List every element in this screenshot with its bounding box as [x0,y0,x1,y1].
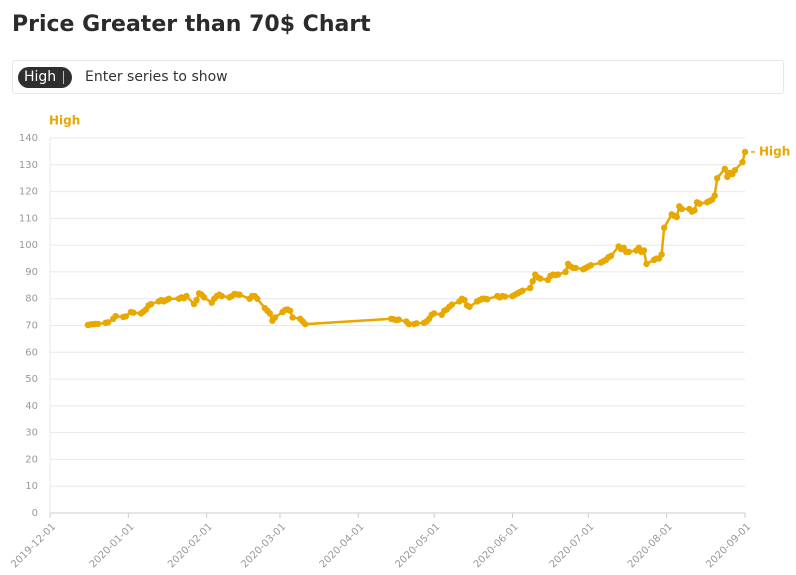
y-tick-label: 0 [32,508,38,519]
point [537,275,544,282]
y-tick-label: 60 [25,347,38,358]
point [413,320,420,327]
y-tick-label: 100 [19,240,38,251]
point [147,300,155,308]
y-tick-label: 140 [19,133,38,144]
point [711,192,718,199]
y-tick-label: 30 [25,428,38,439]
point [625,248,632,256]
point [587,262,595,269]
y-tick-label: 10 [25,481,38,492]
point [302,320,309,328]
point [104,319,112,326]
point [554,271,562,278]
point [165,295,172,302]
point [501,293,509,300]
point [731,166,739,174]
legend-label: High [759,144,790,158]
x-tick-label: 2020-08-01 [626,521,675,570]
point [94,320,102,328]
series-filter[interactable]: High Enter series to show [12,60,784,94]
point [236,291,243,298]
series-chip[interactable]: High [18,67,73,88]
y-tick-label: 80 [25,294,38,305]
point [266,310,274,317]
x-tick-label: 2020-06-01 [472,521,521,570]
point [691,207,698,214]
x-tick-label: 2020-09-01 [704,521,753,570]
point [405,320,413,328]
point [122,313,130,320]
point [193,296,200,304]
y-tick-label: 20 [25,454,38,465]
point [741,148,749,156]
point [484,296,491,303]
x-tick-label: 2020-03-01 [239,521,288,570]
point [696,200,703,207]
point [673,213,680,221]
point [271,314,279,321]
y-axis-label: High [49,114,80,128]
point [254,295,261,302]
x-tick-label: 2020-07-01 [548,521,597,570]
point [640,247,648,254]
point [395,316,402,323]
point [130,309,137,316]
x-tick-label: 2020-02-01 [166,521,215,570]
y-tick-label: 120 [19,187,38,198]
point [660,224,668,231]
x-tick-label: 2020-01-01 [88,521,137,570]
point [526,284,534,292]
point [183,292,190,300]
point [562,268,569,276]
y-tick-label: 70 [25,321,38,332]
point [466,303,473,310]
y-tick-label: 50 [25,374,38,385]
point [289,314,296,321]
chart-title: Price Greater than 70$ Chart [12,12,371,37]
point [218,292,226,300]
point [519,287,526,294]
y-tick-label: 110 [19,213,38,224]
y-tick-label: 90 [25,267,38,278]
point [430,310,438,317]
point [529,278,536,285]
point [714,174,721,182]
point [607,252,615,260]
point [286,307,294,314]
point [739,158,746,166]
y-tick-label: 130 [19,160,38,171]
x-tick-label: 2019-12-01 [9,521,58,570]
point [461,296,468,304]
x-tick-label: 2020-05-01 [394,521,443,570]
point [678,205,686,213]
y-tick-label: 40 [25,401,38,412]
point [572,264,579,272]
point [658,251,665,258]
point [721,165,728,173]
point [200,294,208,301]
point [112,312,119,320]
x-tick-label: 2020-04-01 [318,521,367,570]
filter-input[interactable]: Enter series to show [85,69,228,85]
point [448,301,456,308]
point [643,260,650,268]
